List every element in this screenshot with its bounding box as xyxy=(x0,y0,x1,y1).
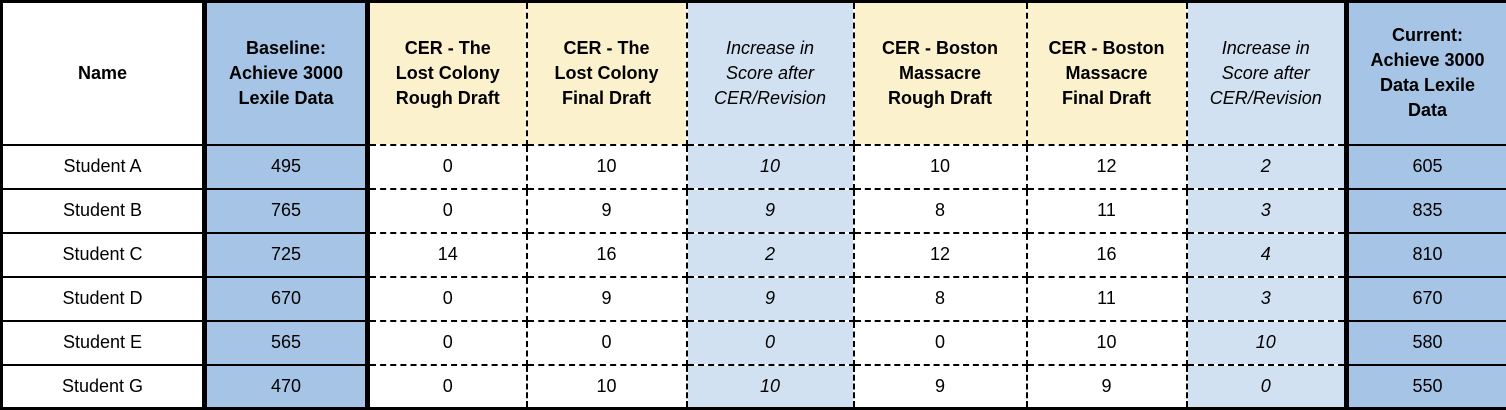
col-header-name: Name xyxy=(2,2,205,145)
cell-bm-rough: 8 xyxy=(854,189,1027,233)
cell-lc-final: 10 xyxy=(527,365,687,409)
cell-baseline-lexile: 565 xyxy=(205,321,368,365)
col-header-increase-2: Increase in Score after CER/Revision xyxy=(1187,2,1347,145)
table-row-student-b: Student B 765 0 9 9 8 11 3 835 xyxy=(2,189,1506,233)
table-row-student-e: Student E 565 0 0 0 0 10 10 580 xyxy=(2,321,1506,365)
cell-lc-rough: 0 xyxy=(368,321,527,365)
cell-current-lexile: 580 xyxy=(1347,321,1506,365)
col-header-baseline-lexile: Baseline: Achieve 3000 Lexile Data xyxy=(205,2,368,145)
cell-bm-rough: 0 xyxy=(854,321,1027,365)
cell-baseline-lexile: 670 xyxy=(205,277,368,321)
table-row-student-g: Student G 470 0 10 10 9 9 0 550 xyxy=(2,365,1506,409)
cell-lc-final: 10 xyxy=(527,145,687,189)
cell-lc-final: 9 xyxy=(527,189,687,233)
cell-bm-increase: 2 xyxy=(1187,145,1347,189)
cell-baseline-lexile: 495 xyxy=(205,145,368,189)
cell-bm-increase: 3 xyxy=(1187,277,1347,321)
cell-lc-increase: 9 xyxy=(687,277,854,321)
cell-baseline-lexile: 765 xyxy=(205,189,368,233)
cell-lc-rough: 0 xyxy=(368,145,527,189)
col-header-current-lexile: Current: Achieve 3000 Data Lexile Data xyxy=(1347,2,1506,145)
cell-bm-rough: 9 xyxy=(854,365,1027,409)
cell-current-lexile: 835 xyxy=(1347,189,1506,233)
table-row-student-d: Student D 670 0 9 9 8 11 3 670 xyxy=(2,277,1506,321)
cell-lc-final: 9 xyxy=(527,277,687,321)
cell-bm-final: 12 xyxy=(1027,145,1187,189)
cell-lc-rough: 0 xyxy=(368,189,527,233)
cell-student-name: Student A xyxy=(2,145,205,189)
header-row: Name Baseline: Achieve 3000 Lexile Data … xyxy=(2,2,1506,145)
cell-student-name: Student D xyxy=(2,277,205,321)
cell-lc-increase: 0 xyxy=(687,321,854,365)
cell-current-lexile: 550 xyxy=(1347,365,1506,409)
col-header-boston-final: CER - Boston Massacre Final Draft xyxy=(1027,2,1187,145)
cell-lc-increase: 9 xyxy=(687,189,854,233)
cell-current-lexile: 670 xyxy=(1347,277,1506,321)
cell-student-name: Student E xyxy=(2,321,205,365)
cell-lc-rough: 0 xyxy=(368,277,527,321)
cell-bm-increase: 3 xyxy=(1187,189,1347,233)
cell-bm-increase: 10 xyxy=(1187,321,1347,365)
cell-lc-rough: 0 xyxy=(368,365,527,409)
cell-bm-final: 11 xyxy=(1027,189,1187,233)
col-header-boston-rough: CER - Boston Massacre Rough Draft xyxy=(854,2,1027,145)
cell-lc-final: 0 xyxy=(527,321,687,365)
cell-current-lexile: 605 xyxy=(1347,145,1506,189)
cell-lc-rough: 14 xyxy=(368,233,527,277)
cell-lc-increase: 2 xyxy=(687,233,854,277)
col-header-increase-1: Increase in Score after CER/Revision xyxy=(687,2,854,145)
cell-baseline-lexile: 470 xyxy=(205,365,368,409)
cell-bm-final: 11 xyxy=(1027,277,1187,321)
col-header-lost-colony-rough: CER - The Lost Colony Rough Draft xyxy=(368,2,527,145)
cell-bm-final: 10 xyxy=(1027,321,1187,365)
cell-student-name: Student B xyxy=(2,189,205,233)
cell-current-lexile: 810 xyxy=(1347,233,1506,277)
cell-bm-rough: 8 xyxy=(854,277,1027,321)
cell-lc-increase: 10 xyxy=(687,365,854,409)
cell-bm-increase: 0 xyxy=(1187,365,1347,409)
cell-bm-final: 16 xyxy=(1027,233,1187,277)
cell-lc-final: 16 xyxy=(527,233,687,277)
cell-lc-increase: 10 xyxy=(687,145,854,189)
cell-bm-increase: 4 xyxy=(1187,233,1347,277)
cell-baseline-lexile: 725 xyxy=(205,233,368,277)
cell-bm-rough: 12 xyxy=(854,233,1027,277)
table-row-student-a: Student A 495 0 10 10 10 12 2 605 xyxy=(2,145,1506,189)
col-header-lost-colony-final: CER - The Lost Colony Final Draft xyxy=(527,2,687,145)
cell-bm-final: 9 xyxy=(1027,365,1187,409)
table-row-student-c: Student C 725 14 16 2 12 16 4 810 xyxy=(2,233,1506,277)
cell-student-name: Student C xyxy=(2,233,205,277)
cell-student-name: Student G xyxy=(2,365,205,409)
cell-bm-rough: 10 xyxy=(854,145,1027,189)
